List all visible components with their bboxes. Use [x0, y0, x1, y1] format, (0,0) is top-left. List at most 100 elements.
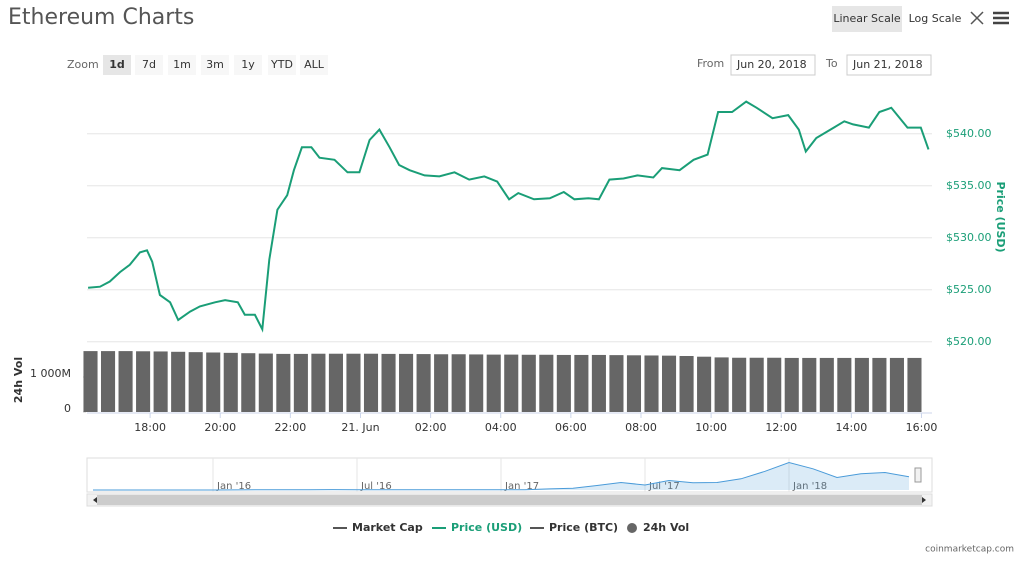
volume-bar	[889, 357, 904, 412]
volume-bar	[907, 357, 922, 412]
volume-bar	[732, 357, 747, 412]
to-label: To	[825, 57, 838, 70]
from-label: From	[697, 57, 724, 70]
legend-swatch	[627, 523, 637, 533]
volume-bar	[644, 355, 659, 412]
volume-bar	[311, 353, 326, 412]
volume-bar	[434, 354, 449, 412]
volume-bar	[276, 353, 291, 412]
zoom-button[interactable]	[268, 55, 296, 75]
navigator-label: Jan '18	[792, 481, 827, 492]
y-tick-label: $530.00	[946, 231, 992, 244]
y-tick-label: $525.00	[946, 283, 992, 296]
legend-item[interactable]: Market Cap	[352, 521, 423, 534]
navigator-label: Jan '16	[216, 481, 251, 492]
volume-bar	[171, 351, 186, 412]
x-tick-label: 10:00	[695, 421, 727, 434]
credit: coinmarketcap.com	[925, 545, 1014, 555]
from-value[interactable]: Jun 20, 2018	[736, 58, 807, 71]
zoom-button-label[interactable]: 7d	[142, 58, 156, 71]
zoom-button[interactable]	[135, 55, 163, 75]
linear-button[interactable]	[832, 6, 902, 32]
zoom-button-label[interactable]: ALL	[304, 58, 325, 71]
volume-bar	[749, 357, 764, 412]
zoom-button-label[interactable]: 1m	[173, 58, 191, 71]
zoom-button[interactable]	[168, 55, 196, 75]
y-tick-label: $520.00	[946, 335, 992, 348]
zoom-label: Zoom	[67, 58, 99, 71]
volume-bar	[521, 354, 536, 412]
volume-bar	[118, 351, 133, 412]
volume-bar	[697, 356, 712, 412]
volume-bar	[188, 352, 203, 412]
volume-bar	[661, 355, 677, 412]
volume-bar	[872, 357, 887, 412]
x-tick-label: 14:00	[836, 421, 868, 434]
y-tick-label: $540.00	[946, 127, 992, 140]
y-axis-label: Price (USD)	[994, 181, 1007, 252]
zoom-button[interactable]	[201, 55, 229, 75]
legend-item[interactable]: Price (USD)	[451, 521, 522, 534]
to-input[interactable]	[846, 54, 932, 76]
legend-item[interactable]: 24h Vol	[643, 521, 689, 534]
zoom-button[interactable]	[103, 55, 131, 75]
volume-bar	[556, 354, 571, 412]
linear-label[interactable]: Linear Scale	[833, 12, 901, 25]
volume-bar	[837, 357, 852, 412]
volume-bar	[819, 357, 834, 412]
volume-bar	[258, 353, 273, 412]
x-tick-label: 08:00	[625, 421, 657, 434]
zoom-button-label[interactable]: 1d	[109, 58, 125, 71]
volume-bar	[626, 355, 642, 412]
volume-bar	[136, 351, 151, 412]
navigator-label: Jul '17	[648, 481, 680, 492]
volume-bar	[399, 353, 414, 412]
x-tick-label: 21. Jun	[341, 421, 379, 434]
volume-bar	[469, 354, 484, 412]
volume-bar	[223, 352, 238, 412]
navigator-label: Jan '17	[504, 481, 539, 492]
title: Ethereum Charts	[8, 5, 194, 30]
navigator-line	[93, 461, 910, 491]
volume-bar	[328, 353, 343, 412]
volume-bar	[83, 351, 98, 412]
legend: Market Cap Price (USD) Price (BTC) 24h V…	[333, 521, 689, 534]
navigator-handle[interactable]	[914, 467, 922, 483]
volume-bar	[241, 353, 256, 412]
volume-bar	[416, 354, 431, 412]
y-tick-label: $535.00	[946, 179, 992, 192]
zoom-button-label[interactable]: 3m	[206, 58, 224, 71]
zoom-button-label[interactable]: 1y	[241, 58, 255, 71]
volume-bar	[767, 357, 782, 412]
fullscreen-icon[interactable]	[970, 11, 984, 25]
log-label[interactable]: Log Scale	[909, 12, 962, 25]
menu-icon[interactable]	[993, 11, 1009, 25]
volume-bar	[784, 357, 799, 412]
scrollbar-thumb[interactable]	[97, 495, 922, 505]
volume-bar	[486, 354, 501, 412]
x-tick-label: 16:00	[906, 421, 938, 434]
volume-bar	[381, 353, 396, 412]
volume-bar	[591, 354, 606, 412]
zoom-button[interactable]	[300, 55, 328, 75]
volume-bar	[802, 357, 817, 412]
volume-bar	[363, 353, 379, 412]
volume-bar	[714, 357, 729, 412]
navigator-label: Jul '16	[360, 481, 392, 492]
zoom-button[interactable]	[234, 55, 262, 75]
y-axis-label: 24h Vol	[12, 357, 25, 403]
x-tick-label: 18:00	[134, 421, 166, 434]
price-line	[88, 100, 930, 333]
y-tick-label: 1 000M	[30, 367, 71, 380]
zoom-button-label[interactable]: YTD	[270, 58, 293, 71]
x-tick-label: 04:00	[485, 421, 517, 434]
volume-bar	[679, 356, 694, 412]
to-value[interactable]: Jun 21, 2018	[852, 58, 923, 71]
x-tick-label: 20:00	[204, 421, 236, 434]
from-input[interactable]	[730, 54, 816, 76]
volume-bar	[153, 351, 168, 412]
legend-item[interactable]: Price (BTC)	[549, 521, 618, 534]
volume-bar	[206, 352, 221, 412]
navigator-frame	[86, 457, 933, 493]
